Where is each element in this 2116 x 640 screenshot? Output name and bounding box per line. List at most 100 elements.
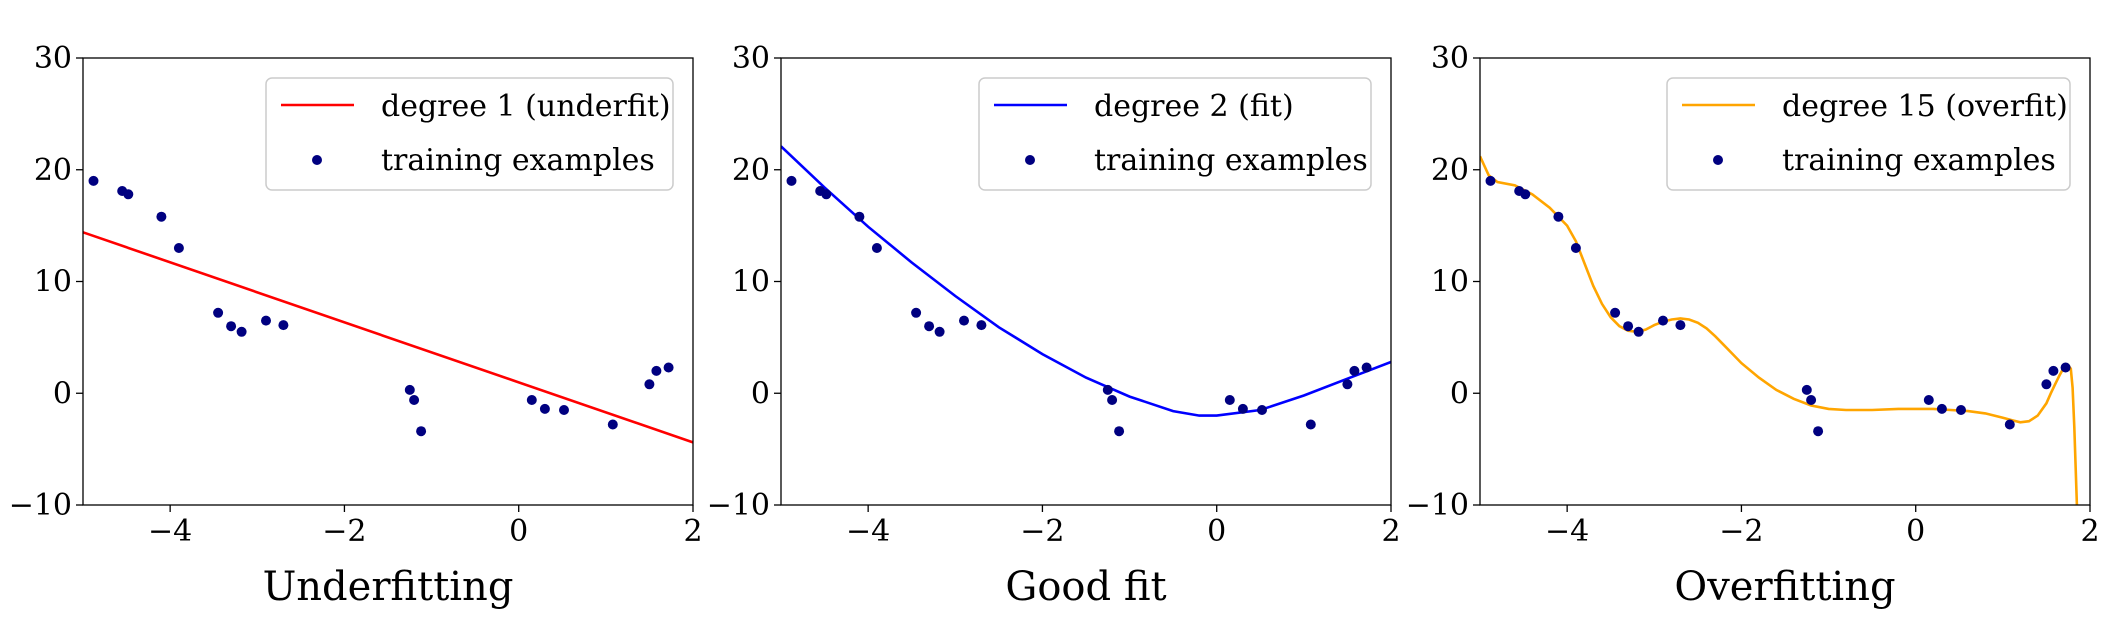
training-point — [2060, 362, 2071, 373]
y-tick-label: 0 — [1450, 376, 1469, 411]
legend-fit-label: degree 1 (underfit) — [381, 89, 671, 124]
y-tick-label: 20 — [1431, 153, 1469, 188]
training-point — [1923, 395, 1934, 405]
x-axis-label: Good fit — [1005, 564, 1166, 610]
training-point — [2004, 419, 2015, 430]
training-point — [1675, 320, 1686, 331]
training-point — [1224, 395, 1235, 405]
training-point — [1806, 395, 1817, 405]
x-tick-label: −4 — [148, 514, 192, 549]
training-point — [1361, 362, 1372, 373]
y-tick-label: 10 — [732, 265, 770, 300]
x-tick-label: 2 — [683, 514, 702, 549]
training-point — [2048, 365, 2059, 376]
training-point — [1485, 175, 1496, 186]
y-tick-label: −10 — [707, 488, 770, 523]
legend-scatter-label: training examples — [1094, 143, 1368, 178]
training-point — [871, 243, 882, 253]
training-point — [1610, 307, 1621, 318]
legend-box — [265, 77, 674, 191]
fit-line — [83, 231, 693, 444]
y-tick-label: −10 — [9, 488, 72, 523]
y-tick-label: 0 — [751, 376, 770, 411]
training-point — [934, 326, 945, 337]
x-tick-label: −4 — [1545, 514, 1589, 549]
training-point — [1107, 395, 1118, 405]
legend-box — [1666, 77, 2071, 191]
training-point — [416, 426, 427, 437]
y-tick-label: 30 — [1431, 41, 1469, 76]
training-point — [607, 419, 618, 430]
legend-fit-label: degree 2 (fit) — [1094, 89, 1294, 124]
training-point — [854, 211, 865, 222]
training-point — [173, 243, 184, 253]
training-point — [559, 405, 569, 415]
legend-fit-label: degree 15 (overfit) — [1782, 89, 2068, 124]
legend-scatter-label: training examples — [1782, 143, 2056, 178]
training-point — [663, 362, 674, 373]
legend: degree 15 (overfit) training examples — [1666, 77, 2071, 191]
training-point — [213, 307, 224, 318]
training-point — [1936, 403, 1947, 414]
training-point — [1114, 426, 1125, 437]
legend: degree 1 (underfit) training examples — [265, 77, 674, 191]
training-point — [156, 211, 167, 222]
training-point — [404, 384, 415, 395]
chart-panel-1: −4 −2 0 2 −10 0 10 20 30 Underfitting degree 1 (un… — [9, 41, 703, 610]
training-point — [526, 395, 537, 405]
training-point — [1956, 405, 1966, 415]
x-axis-label: Overfitting — [1674, 564, 1895, 610]
training-point — [236, 326, 247, 337]
legend-box — [978, 77, 1372, 191]
x-tick-label: −2 — [1719, 514, 1763, 549]
training-point — [976, 320, 987, 331]
x-tick-label: −2 — [1020, 514, 1064, 549]
x-tick-label: 0 — [1207, 514, 1226, 549]
training-point — [1520, 189, 1531, 200]
training-point — [651, 365, 662, 376]
training-point — [644, 379, 655, 390]
training-point — [1633, 326, 1644, 337]
training-point — [1570, 243, 1581, 253]
x-tick-label: 2 — [1381, 514, 1400, 549]
training-point — [409, 395, 420, 405]
training-point — [1813, 426, 1824, 437]
training-point — [123, 189, 134, 200]
y-tick-label: 0 — [53, 376, 72, 411]
training-point — [1623, 321, 1634, 332]
training-point — [911, 307, 922, 318]
y-tick-label: 20 — [34, 153, 72, 188]
x-tick-label: 0 — [509, 514, 528, 549]
x-tick-label: −4 — [846, 514, 890, 549]
y-tick-label: 10 — [34, 265, 72, 300]
x-axis-label: Underfitting — [263, 564, 514, 610]
training-point — [1342, 379, 1353, 390]
training-point — [226, 321, 237, 332]
x-tick-label: −2 — [322, 514, 366, 549]
training-point — [1102, 384, 1113, 395]
training-point — [821, 189, 832, 200]
y-tick-label: 30 — [34, 41, 72, 76]
y-tick-label: 30 — [732, 41, 770, 76]
legend-point-swatch — [1713, 155, 1723, 165]
training-point — [261, 315, 271, 326]
training-point — [2041, 379, 2052, 390]
training-point — [1237, 403, 1248, 414]
training-point — [88, 175, 99, 186]
training-point — [278, 320, 289, 331]
training-point — [1801, 384, 1812, 395]
training-point — [1349, 365, 1360, 376]
y-tick-label: 10 — [1431, 265, 1469, 300]
chart-panel-2: −4 −2 0 2 −10 0 10 20 30 Good fit degree 2 (fit) tr… — [707, 41, 1401, 610]
training-point — [786, 175, 797, 186]
training-point — [1553, 211, 1564, 222]
y-tick-label: 20 — [732, 153, 770, 188]
legend-point-swatch — [1025, 155, 1035, 165]
training-point — [1658, 315, 1668, 326]
chart-panel-3: −4 −2 0 2 −10 0 10 20 30 Overfitting degree 15 (ov… — [1406, 41, 2100, 610]
training-point — [1305, 419, 1316, 430]
x-tick-label: 2 — [2080, 514, 2099, 549]
legend-scatter-label: training examples — [381, 143, 655, 178]
y-tick-label: −10 — [1406, 488, 1469, 523]
